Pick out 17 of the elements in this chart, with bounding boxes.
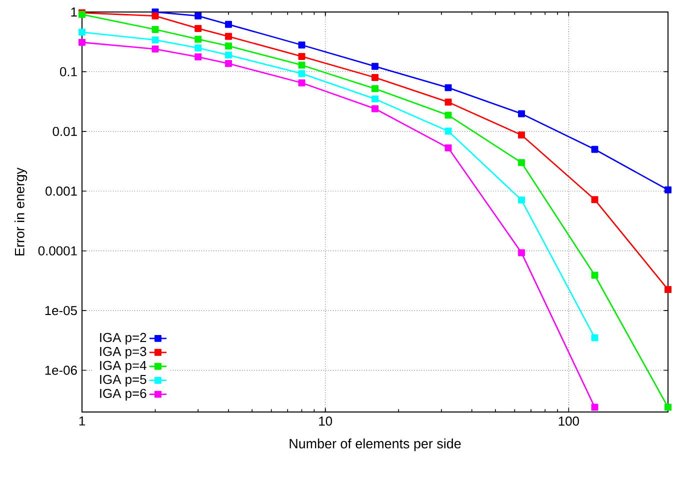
x-tick-label: 100 [558, 416, 579, 426]
x-axis-title: Number of elements per side [290, 438, 461, 452]
legend-label: IGA p=6 [100, 388, 146, 401]
legend-label: IGA p=2 [100, 332, 146, 345]
x-tick-label: 10 [319, 416, 332, 426]
x-tick-label: 1 [79, 416, 85, 426]
y-tick-label: 1 [71, 8, 77, 16]
y-tick-label: 0.001 [46, 186, 77, 196]
y-tick-label: 0.0001 [38, 246, 77, 256]
legend-label: IGA p=4 [100, 360, 146, 373]
y-tick-label: 1e-05 [45, 306, 77, 316]
legend-label: IGA p=3 [100, 346, 146, 359]
y-tick-label: 1e-06 [45, 366, 77, 375]
y-axis-title: Error in energy [14, 168, 28, 256]
y-tick-label: 0.1 [60, 67, 77, 76]
y-tick-label: 0.01 [52, 126, 77, 136]
legend-label: IGA p=5 [100, 374, 146, 387]
